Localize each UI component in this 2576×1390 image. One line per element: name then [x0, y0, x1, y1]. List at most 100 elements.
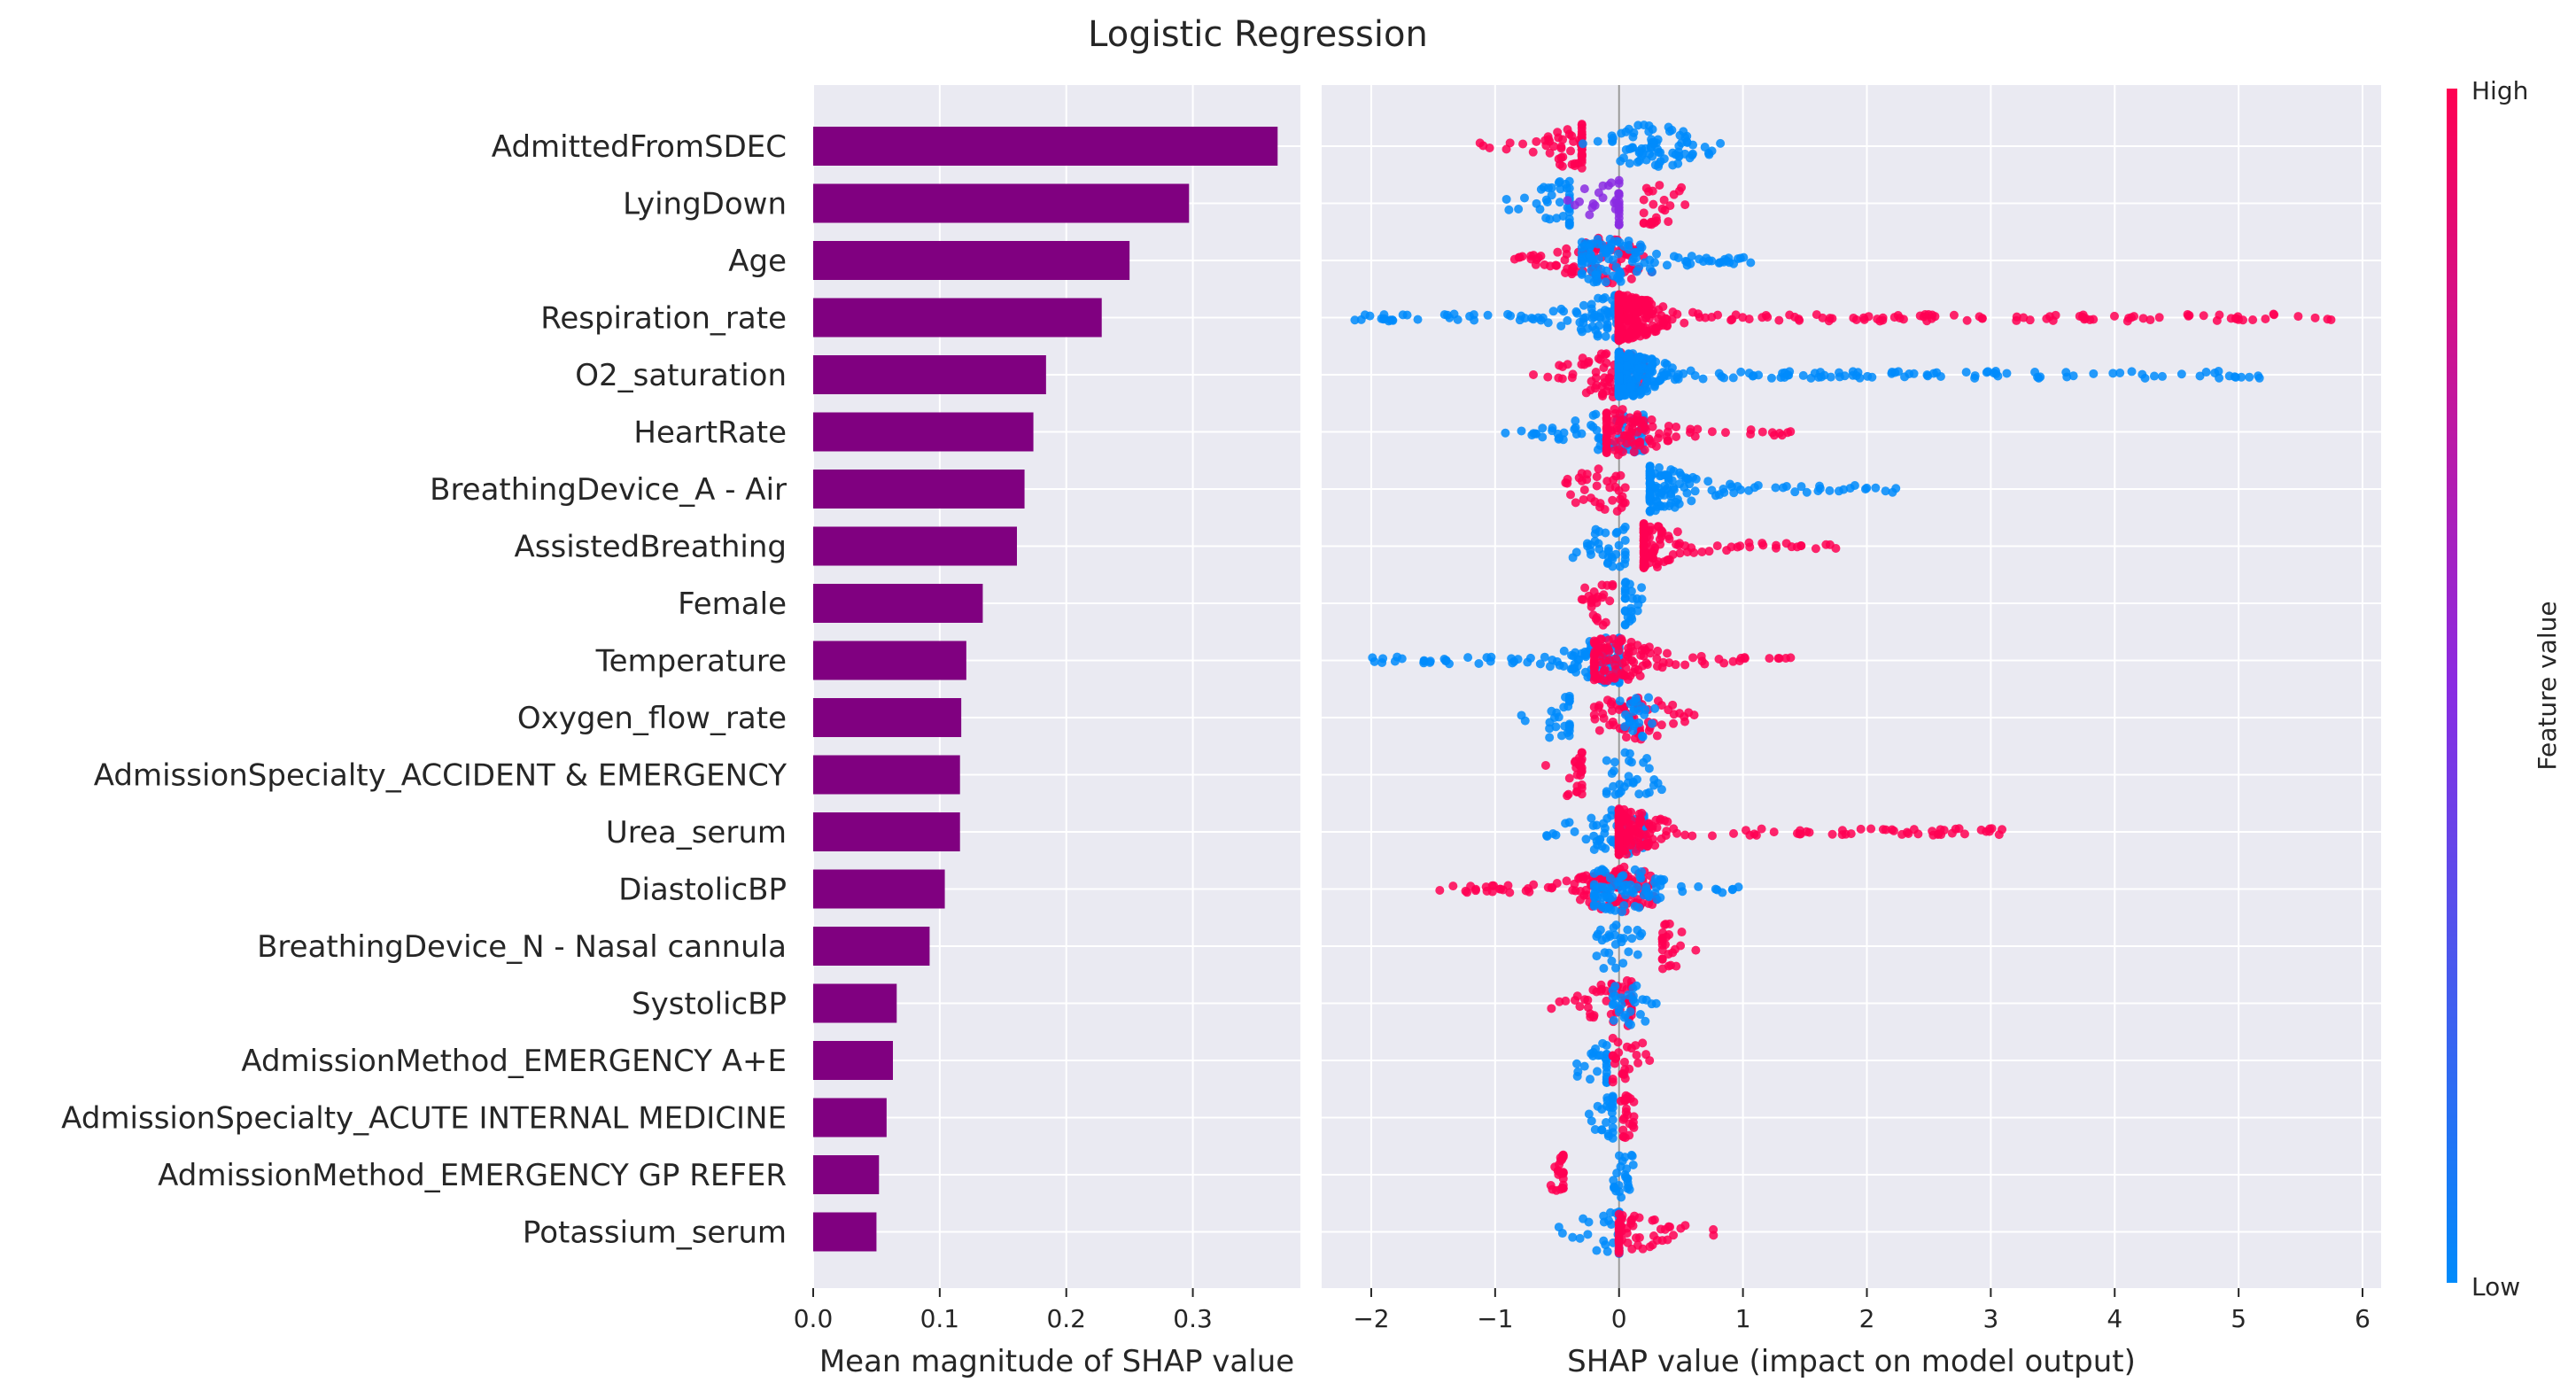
shap-point	[1592, 648, 1602, 657]
shap-point	[1707, 427, 1717, 437]
shap-point	[1602, 1117, 1611, 1127]
bars	[813, 127, 1278, 1252]
shap-point	[1633, 364, 1643, 374]
shap-point	[1647, 718, 1657, 728]
beeswarm-row	[1350, 290, 2336, 346]
shap-point	[1614, 1246, 1624, 1255]
bar	[813, 584, 983, 623]
shap-point	[2201, 368, 2211, 377]
shap-point	[1583, 358, 1593, 368]
shap-point	[1554, 1223, 1563, 1232]
shap-point	[1626, 699, 1635, 709]
shap-point	[1871, 483, 1881, 493]
shap-point	[1590, 497, 1600, 507]
shap-point	[1584, 1109, 1594, 1119]
shap-point	[1666, 492, 1676, 501]
shap-point	[1855, 373, 1865, 383]
shap-point	[1619, 242, 1629, 252]
shap-point	[1518, 139, 1528, 149]
shap-point	[1810, 369, 1819, 378]
shap-point	[1645, 489, 1655, 499]
shap-point	[1878, 825, 1888, 835]
shap-point	[1501, 144, 1511, 154]
shap-point	[1602, 1060, 1611, 1069]
shap-point	[1606, 1208, 1616, 1217]
shap-point	[1716, 138, 1726, 148]
shap-point	[2237, 372, 2246, 382]
shap-point	[1545, 724, 1555, 734]
shap-point	[1607, 672, 1617, 682]
shap-point	[1669, 485, 1679, 494]
shap-point	[1387, 315, 1397, 325]
shap-point	[1559, 646, 1569, 656]
shap-point	[1609, 781, 1618, 791]
colorbar-title: Feature value	[2533, 601, 2562, 770]
shap-point	[1474, 658, 1484, 668]
bar	[813, 355, 1046, 394]
shap-point	[1633, 606, 1642, 616]
shap-point	[1626, 611, 1636, 621]
bar-panel: AdmittedFromSDEC LyingDown Age Respiration_…	[61, 85, 1300, 1379]
shap-point	[1645, 507, 1655, 516]
shap-point	[1577, 260, 1587, 269]
shap-point	[1608, 295, 1618, 305]
shap-point	[1593, 136, 1602, 146]
shap-point	[1860, 485, 1870, 494]
shap-point	[1993, 371, 2003, 381]
shap-point	[1719, 487, 1729, 497]
shap-point	[1618, 871, 1628, 881]
shap-point	[1555, 660, 1564, 670]
shap-point	[1654, 462, 1664, 472]
shap-point	[1629, 706, 1639, 716]
shap-point	[1639, 890, 1649, 900]
bar	[813, 1155, 880, 1194]
shap-point	[1697, 547, 1707, 556]
shap-point	[1614, 175, 1624, 185]
shap-point	[1812, 310, 1821, 320]
shap-point	[1983, 367, 1993, 377]
shap-point	[1649, 258, 1659, 268]
shap-point	[1598, 181, 1608, 190]
shap-point	[1631, 694, 1641, 703]
bar	[813, 983, 897, 1023]
shap-point	[1441, 656, 1451, 665]
shap-point	[2078, 310, 2088, 320]
shap-point	[1663, 427, 1672, 437]
shap-point	[1641, 322, 1650, 332]
shap-point	[1553, 128, 1563, 137]
shap-point	[1782, 370, 1792, 380]
shap-point	[1612, 527, 1622, 537]
shap-point	[1614, 540, 1624, 550]
shap-point	[1766, 373, 1776, 383]
shap-point	[1626, 274, 1636, 283]
shap-point	[1651, 815, 1661, 825]
shap-point	[1639, 208, 1649, 218]
beeswarm-row	[1542, 804, 2007, 859]
shap-point	[2127, 367, 2137, 377]
shap-point	[1652, 249, 1662, 259]
shap-point	[1625, 159, 1634, 168]
shap-point	[1655, 181, 1664, 190]
bar	[813, 812, 960, 851]
shap-point	[1644, 693, 1654, 703]
shap-point	[2154, 313, 2164, 322]
shap-point	[1662, 470, 1672, 480]
shap-point	[1663, 484, 1672, 493]
shap-point	[1594, 464, 1603, 474]
shap-point	[1726, 542, 1736, 552]
shap-point	[1688, 307, 1697, 317]
shap-point	[1954, 824, 1964, 834]
shap-point	[1379, 314, 1389, 323]
shap-point	[1645, 495, 1655, 505]
shap-point	[1583, 1230, 1593, 1239]
shap-point	[1608, 1077, 1618, 1087]
shap-point	[1694, 881, 1703, 891]
bar	[813, 241, 1130, 280]
shap-point	[1592, 277, 1602, 287]
shap-point	[1571, 430, 1581, 439]
shap-point	[1928, 827, 1937, 836]
shap-point	[1660, 358, 1670, 368]
shap-point	[1605, 596, 1615, 606]
shap-point	[1590, 1125, 1600, 1135]
shap-point	[1538, 423, 1548, 433]
